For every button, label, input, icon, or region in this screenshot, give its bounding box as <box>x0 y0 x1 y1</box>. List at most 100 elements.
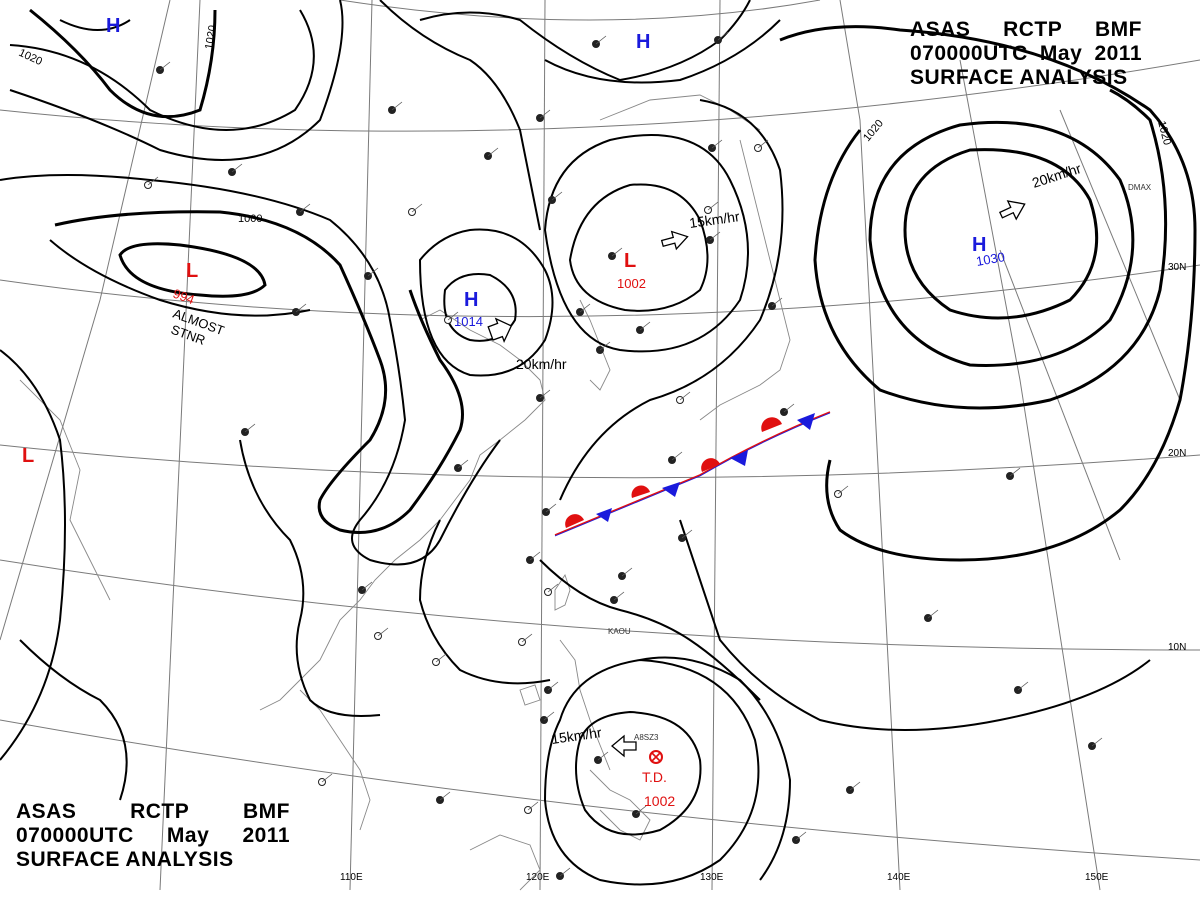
header-station: RCTP <box>130 800 190 823</box>
isobar-east-outer <box>779 25 1197 562</box>
wind-barb <box>707 201 719 211</box>
header-time: 070000UTC <box>910 42 1028 65</box>
isobar-nw-top <box>9 9 315 131</box>
parallel-40n <box>0 59 1200 132</box>
wind-barb <box>795 831 807 841</box>
coast-japan <box>699 139 791 421</box>
wind-barb <box>599 341 611 351</box>
wind-barb <box>244 423 256 433</box>
coast-borneo <box>469 834 541 891</box>
coast-hainan <box>519 684 541 706</box>
meridian-east1 <box>999 249 1121 561</box>
wind-barb <box>783 403 795 413</box>
low-west-pressure: 994 <box>171 286 197 308</box>
motion-label-mid-high: 20km/hr <box>516 356 567 372</box>
meridian-130e <box>711 0 721 891</box>
header-code: BMF <box>1095 18 1142 41</box>
header-title: SURFACE ANALYSIS <box>910 66 1128 89</box>
header-year: 2011 <box>242 824 290 847</box>
td-pressure: 1002 <box>644 793 675 809</box>
header-line-2: 070000UTC May 2011 <box>910 42 1142 66</box>
lon-label-130e: 130E <box>700 872 724 883</box>
header-time: 070000UTC <box>16 824 134 847</box>
wind-barb <box>837 485 849 495</box>
wind-barb <box>377 627 389 637</box>
low-north-pressure: 1002 <box>617 276 646 291</box>
isobar-east-high-inner <box>903 148 1099 320</box>
high-east-symbol: H <box>972 234 986 256</box>
wind-barb <box>1009 467 1021 477</box>
isobar-west-big <box>54 210 464 534</box>
high-east-pressure: 1030 <box>975 249 1006 269</box>
isobar-west-outer <box>0 174 501 566</box>
coast-korea <box>579 299 611 391</box>
high-top-symbol: H <box>636 31 650 53</box>
isobar-north-arc <box>419 0 751 82</box>
coast-russia <box>599 94 761 131</box>
wind-barb <box>159 61 171 71</box>
header-month: May <box>166 824 210 847</box>
header-line-2: 070000UTC May 2011 <box>16 824 290 848</box>
isobar-north-low <box>568 183 709 312</box>
parallel-0n <box>0 719 1200 861</box>
motion-label-td: 15km/hr <box>550 724 603 747</box>
wind-barb <box>639 321 651 331</box>
wind-barb <box>711 139 723 149</box>
wind-barb <box>679 391 691 401</box>
wind-barb <box>321 773 333 783</box>
isobar-label-nw2-1020: 1020 <box>203 24 219 50</box>
isobar-mid-high <box>443 273 517 342</box>
header-line-3: SURFACE ANALYSIS <box>16 848 290 872</box>
coast-china <box>259 309 546 711</box>
isobar-nw-2 <box>9 0 344 161</box>
header-region: ASAS <box>910 18 971 41</box>
meridian-150e <box>959 59 1101 891</box>
isobar-nw-4 <box>59 19 131 31</box>
wind-barb <box>621 567 633 577</box>
station-id-dmax: DMAX <box>1128 183 1152 192</box>
wind-barb <box>545 503 557 513</box>
coastlines <box>19 94 791 891</box>
wind-barb <box>411 203 423 213</box>
header-bottom-left: ASAS RCTP BMF 070000UTC May 2011 SURFACE… <box>16 800 290 872</box>
meridian-110e <box>349 0 373 891</box>
td-label: T.D. <box>642 769 667 785</box>
parallel-20n <box>0 444 1200 479</box>
lat-label-10n: 10N <box>1168 642 1186 653</box>
lon-label-120e: 120E <box>526 872 550 883</box>
motion-arrow-icon <box>610 734 637 758</box>
header-line-1: ASAS RCTP BMF <box>16 800 290 824</box>
lon-label-150e: 150E <box>1085 872 1109 883</box>
isobar-west-1000 <box>118 242 267 298</box>
low-north-symbol: L <box>624 250 636 272</box>
parallel-50n <box>339 0 821 21</box>
cold-front-symbol <box>596 508 612 522</box>
isobar-mid-high-outer <box>418 228 554 377</box>
header-top-right: ASAS RCTP BMF 070000UTC May 2011 SURFACE… <box>910 18 1142 90</box>
warm-front-symbol <box>565 514 584 528</box>
lat-labels: 30N 20N 10N <box>1168 262 1186 653</box>
low-west-symbol: L <box>186 260 198 282</box>
motion-arrow-icon <box>660 230 689 251</box>
isobar-ne-1020 <box>813 88 1168 410</box>
coast-west <box>19 379 111 601</box>
lon-label-110e: 110E <box>340 872 363 883</box>
wind-barb <box>547 681 559 691</box>
motion-label-north-low: 15km/hr <box>688 208 741 231</box>
motion-arrow-icon <box>487 317 513 343</box>
wind-barb <box>147 176 159 186</box>
isobar-se-arc <box>639 656 792 881</box>
wind-barb <box>547 583 559 593</box>
wind-barb <box>435 653 447 663</box>
wind-barb <box>671 451 683 461</box>
wind-barb <box>595 35 607 45</box>
wind-barb <box>681 529 693 539</box>
meridian-west <box>0 0 171 641</box>
warm-front-symbol <box>631 485 650 498</box>
high-north-symbol: H <box>106 15 120 37</box>
parallel-10n <box>0 559 1200 651</box>
header-year: 2011 <box>1094 42 1142 65</box>
warm-front-symbol <box>701 458 720 472</box>
